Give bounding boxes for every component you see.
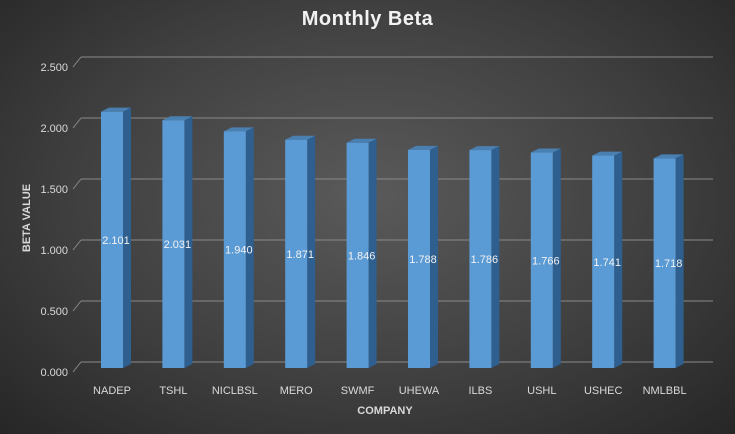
bar-side	[491, 146, 500, 368]
data-label: 2.101	[102, 235, 130, 247]
gridline-slant	[72, 361, 82, 373]
data-label: 1.871	[286, 249, 314, 261]
bar-front	[469, 150, 492, 368]
bar-side	[184, 116, 193, 368]
bar-front	[101, 111, 123, 368]
bar-top	[469, 146, 500, 151]
bar-front	[285, 139, 308, 368]
bar-mero: 1.871	[285, 135, 316, 368]
x-tick-label: ILBS	[468, 385, 492, 397]
gridline-slant	[72, 300, 82, 312]
bar-top	[653, 154, 684, 159]
bar-tshl: 2.031	[162, 116, 193, 368]
bars: 2.101 2.031 1.940 1.871 1.846 1.788 1.786 1.766…	[101, 107, 684, 368]
data-label: 1.741	[593, 257, 621, 269]
x-axis-title: COMPANY	[357, 405, 413, 417]
bar-ushec: 1.741	[592, 151, 623, 368]
x-tick-label: NMLBBL	[643, 385, 687, 397]
y-tick-label: 1.500	[40, 184, 68, 196]
bar-side	[368, 138, 377, 368]
y-tick-label: 1.000	[40, 245, 68, 257]
bar-nadep: 2.101	[101, 107, 131, 368]
data-label: 1.786	[471, 254, 499, 266]
x-tick-label: SWMF	[341, 385, 375, 397]
bar-front	[223, 131, 246, 368]
bar-top	[346, 138, 377, 143]
bar-front	[408, 149, 430, 368]
bar-side	[123, 107, 131, 368]
bar-top	[408, 145, 438, 150]
bar-side	[430, 145, 438, 368]
bar-swmf: 1.846	[346, 138, 377, 368]
x-tick-labels: NADEP TSHL NICLBSL MERO SWMF UHEWA ILBS USHL USH…	[93, 385, 687, 397]
gridline-slant	[72, 239, 82, 251]
y-tick-label: 0.000	[40, 367, 68, 379]
bar-top	[101, 107, 131, 112]
bar-front	[653, 158, 676, 368]
y-tick-label: 2.000	[40, 123, 68, 135]
gridline-slant	[72, 56, 82, 68]
bar-ushl: 1.766	[530, 148, 561, 368]
bar-top	[592, 151, 623, 156]
chart-title: Monthly Beta	[301, 8, 434, 30]
gridline-slant	[72, 178, 82, 190]
bar-top	[162, 116, 193, 121]
bar-front	[592, 155, 615, 368]
bar-niclbsl: 1.940	[223, 127, 254, 368]
bar-uhewa: 1.788	[408, 145, 438, 368]
y-tick-labels: 0.000 0.500 1.000 1.500 2.000 2.500	[40, 62, 68, 379]
bar-top	[223, 127, 254, 132]
bar-nmlbbl: 1.718	[653, 154, 684, 368]
data-label: 1.940	[225, 245, 253, 257]
bar-side	[307, 135, 316, 368]
y-tick-label: 0.500	[40, 306, 68, 318]
data-label: 1.766	[532, 255, 560, 267]
data-label: 1.846	[348, 250, 376, 262]
bar-ilbs: 1.786	[469, 146, 500, 368]
bar-side	[552, 148, 561, 368]
data-label: 1.788	[409, 254, 437, 266]
gridline-slant	[72, 117, 82, 129]
data-label: 2.031	[164, 239, 192, 251]
x-tick-label: UHEWA	[399, 385, 440, 397]
bar-front	[162, 120, 185, 368]
data-label: 1.718	[655, 258, 683, 270]
y-axis-title: BETA VALUE	[21, 184, 33, 252]
x-tick-label: NADEP	[93, 385, 131, 397]
x-tick-label: NICLBSL	[212, 385, 258, 397]
x-tick-label: USHEC	[584, 385, 623, 397]
x-tick-label: USHL	[527, 385, 556, 397]
bar-top	[530, 148, 561, 153]
bar-side	[675, 154, 684, 368]
y-tick-label: 2.500	[40, 62, 68, 74]
bar-top	[285, 135, 316, 140]
x-tick-label: TSHL	[159, 385, 187, 397]
bar-side	[614, 151, 623, 368]
x-tick-label: MERO	[280, 385, 313, 397]
bar-front	[530, 152, 553, 368]
bar-front	[346, 142, 369, 368]
bar-side	[245, 127, 254, 368]
